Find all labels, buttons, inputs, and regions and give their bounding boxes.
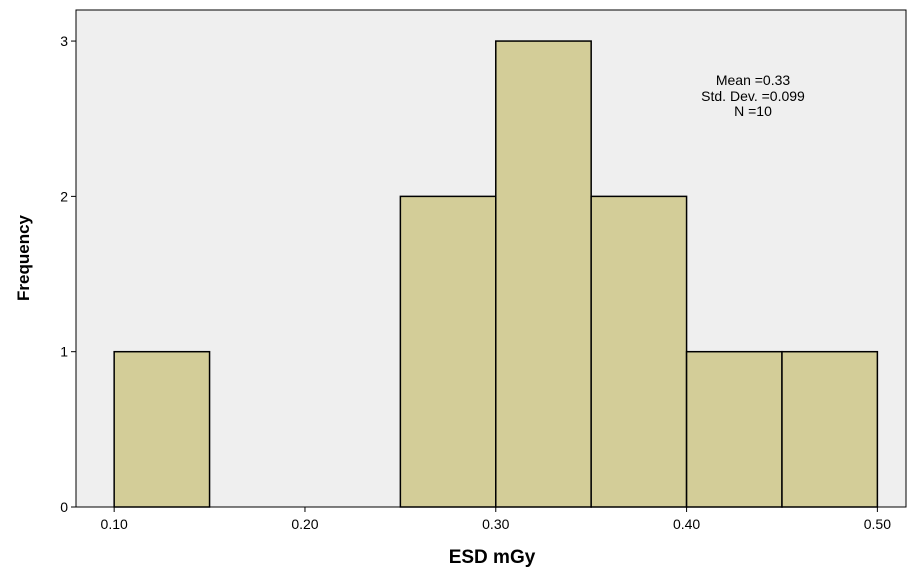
y-axis-title: Frequency: [14, 214, 33, 301]
ticks-layer: 0.10 0.20 0.30 0.40 0.50 0 1 2 3: [60, 33, 891, 532]
stats-box: Mean =0.33 Std. Dev. =0.099 N =10: [701, 72, 805, 119]
y-tick-label-0: 0: [60, 499, 68, 515]
histogram-bar-0: [113, 350, 211, 508]
x-tick-label-0: 0.10: [101, 516, 128, 532]
histogram-bar-4: [495, 40, 592, 508]
histogram-bar-7: [781, 350, 879, 508]
bars-layer: [113, 40, 879, 508]
histogram-bar-3: [399, 195, 497, 508]
stats-mean: Mean =0.33: [716, 72, 791, 88]
x-tick-label-1: 0.20: [291, 516, 318, 532]
x-tick-label-3: 0.40: [673, 516, 700, 532]
axes-layer: [75, 10, 906, 508]
stats-n: N =10: [734, 103, 772, 119]
y-tick-label-2: 2: [60, 188, 68, 204]
histogram-bar-5: [590, 195, 688, 508]
x-axis-title: ESD mGy: [449, 547, 536, 568]
x-tick-label-4: 0.50: [864, 516, 891, 532]
histogram-bar-6: [685, 350, 783, 508]
y-tick-label-3: 3: [60, 33, 68, 49]
y-tick-label-1: 1: [60, 344, 68, 360]
stats-std-dev: Std. Dev. =0.099: [701, 88, 805, 104]
x-tick-label-2: 0.30: [482, 516, 509, 532]
